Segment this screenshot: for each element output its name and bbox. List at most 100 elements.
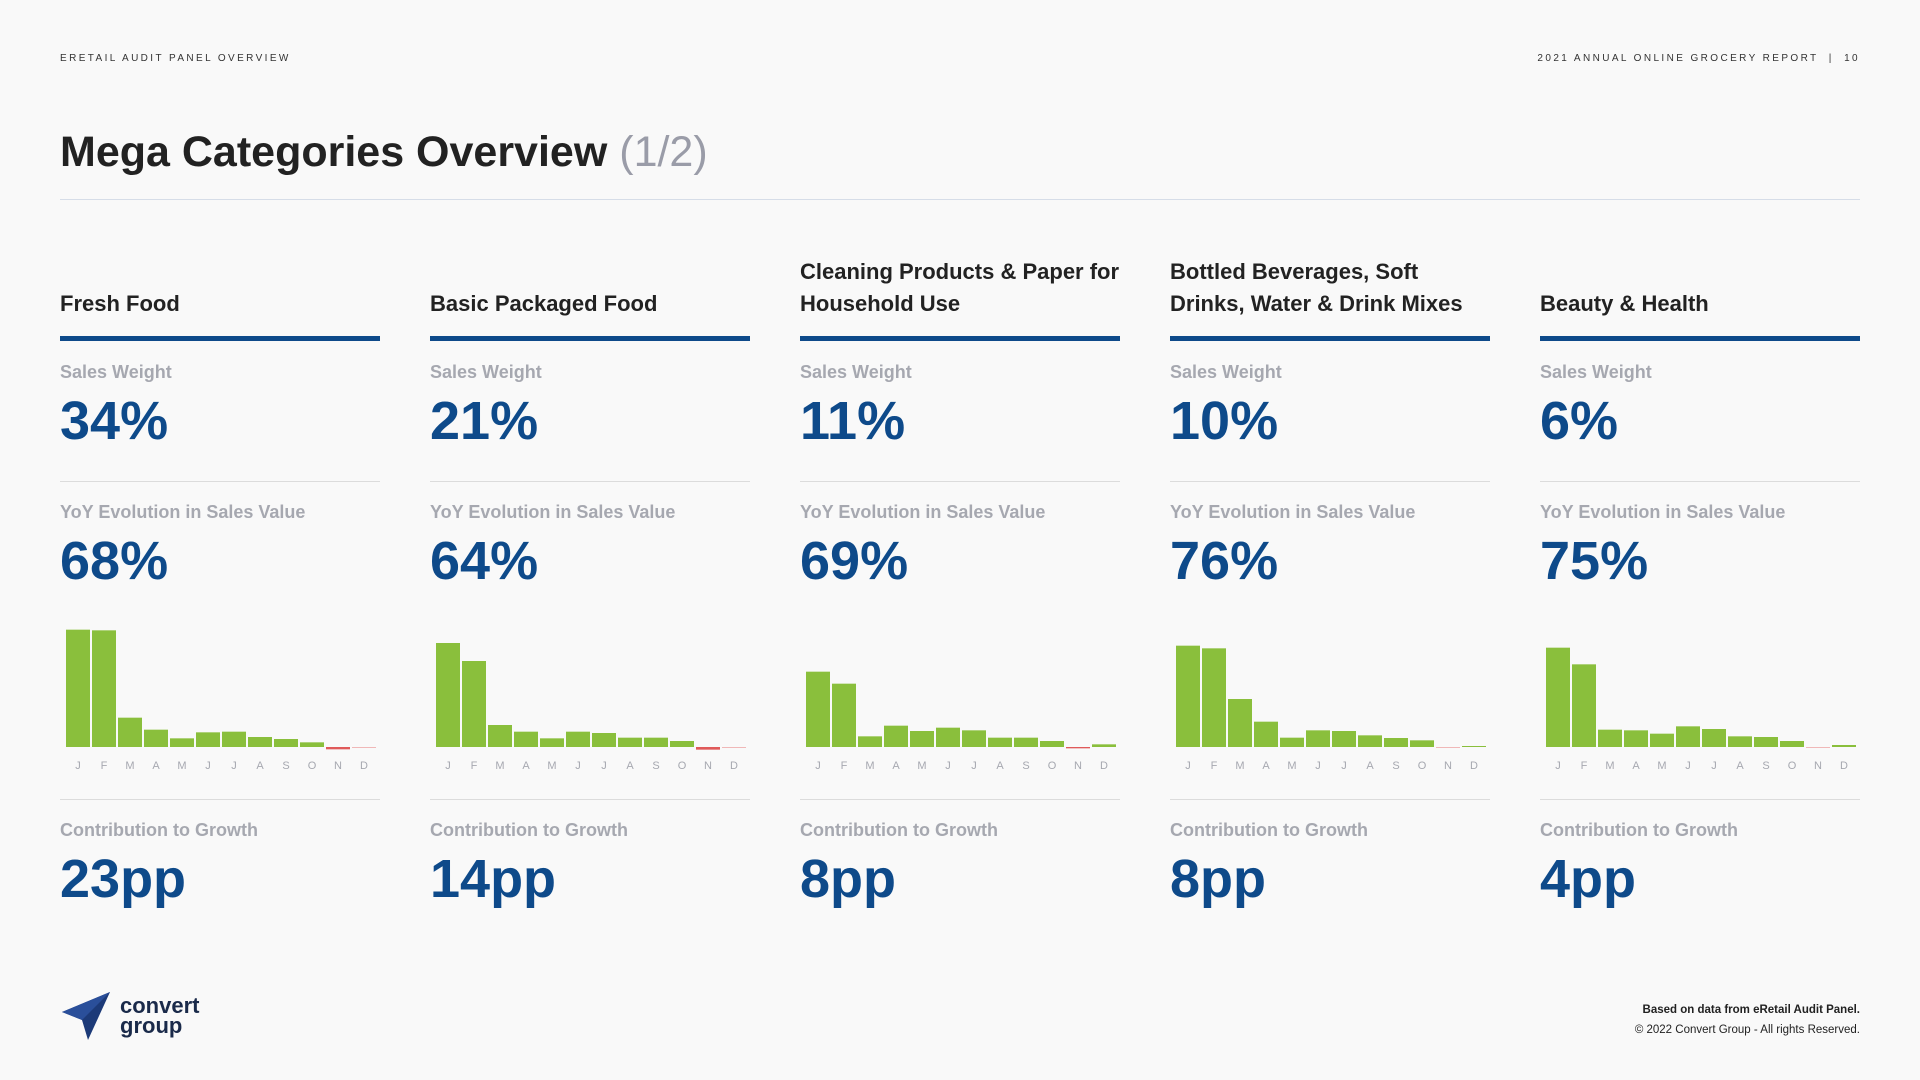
- contribution-label: Contribution to Growth: [60, 820, 258, 840]
- month-tick-label: J: [1185, 760, 1191, 770]
- month-tick-label: J: [1315, 760, 1321, 770]
- yoy-value: 68%: [60, 531, 169, 591]
- month-tick-label: M: [177, 760, 186, 770]
- contribution-label: Contribution to Growth: [1170, 820, 1368, 840]
- month-tick-label: D: [360, 760, 368, 770]
- chart-bar: [1546, 647, 1570, 747]
- contribution-label: Contribution to Growth: [430, 820, 628, 840]
- category-card: Beauty & Health Sales Weight 6% YoY Evol…: [1540, 250, 1860, 930]
- chart-bar: [936, 727, 960, 747]
- chart-bar: [1410, 740, 1434, 747]
- sales-weight-value: 6%: [1540, 391, 1619, 451]
- chart-bar: [858, 736, 882, 747]
- month-tick-label: S: [1392, 760, 1399, 770]
- chart-bar: [352, 747, 376, 748]
- month-tick-label: M: [1657, 760, 1666, 770]
- chart-bar: [566, 731, 590, 747]
- month-tick-label: M: [917, 760, 926, 770]
- chart-bar: [1014, 737, 1038, 747]
- chart-bar: [806, 671, 830, 747]
- chart-bar: [884, 725, 908, 747]
- month-tick-label: F: [841, 760, 848, 770]
- month-tick-label: O: [678, 760, 687, 770]
- chart-bar: [1092, 744, 1116, 747]
- chart-bar: [196, 732, 220, 747]
- month-tick-label: O: [1788, 760, 1797, 770]
- month-tick-label: J: [971, 760, 977, 770]
- chart-bar: [170, 738, 194, 747]
- month-tick-label: S: [282, 760, 289, 770]
- title-main: Mega Categories Overview: [60, 128, 608, 176]
- chart-bar: [514, 731, 538, 747]
- month-tick-label: N: [1814, 760, 1822, 770]
- month-tick-label: M: [125, 760, 134, 770]
- chart-bar: [832, 683, 856, 747]
- divider: [430, 481, 750, 482]
- month-tick-label: J: [575, 760, 581, 770]
- category-card: Basic Packaged Food Sales Weight 21% YoY…: [430, 250, 750, 930]
- chart-bar: [1228, 699, 1252, 747]
- month-tick-label: A: [256, 760, 264, 770]
- chart-bar: [1650, 733, 1674, 747]
- category-card: Bottled Beverages, Soft Drinks, Water & …: [1170, 250, 1490, 930]
- divider: [1170, 799, 1490, 800]
- chart-bar: [1254, 721, 1278, 747]
- chart-bar: [1332, 731, 1356, 747]
- yoy-value: 69%: [800, 531, 909, 591]
- chart-bar: [1754, 737, 1778, 747]
- divider: [1170, 481, 1490, 482]
- chart-bar: [326, 747, 350, 750]
- divider: [430, 799, 750, 800]
- chart-bar: [92, 630, 116, 747]
- chart-bar: [144, 729, 168, 747]
- chart-bar: [1202, 648, 1226, 747]
- chart-bar: [910, 731, 934, 747]
- chart-bar: [1358, 735, 1382, 747]
- chart-bar: [1832, 745, 1856, 747]
- chart-bar: [118, 717, 142, 747]
- divider: [800, 481, 1120, 482]
- month-tick-label: O: [1048, 760, 1057, 770]
- category-card: Fresh Food Sales Weight 34% YoY Evolutio…: [60, 250, 380, 930]
- month-tick-label: D: [730, 760, 738, 770]
- logo-text-1: convert: [120, 993, 200, 1018]
- chart-bar: [540, 738, 564, 747]
- sales-weight-value: 10%: [1170, 391, 1279, 451]
- month-tick-label: J: [945, 760, 951, 770]
- divider: [1540, 799, 1860, 800]
- sales-weight-label: Sales Weight: [1170, 362, 1282, 382]
- divider: [800, 799, 1120, 800]
- month-tick-label: S: [652, 760, 659, 770]
- yoy-label: YoY Evolution in Sales Value: [430, 502, 676, 522]
- month-tick-label: M: [1235, 760, 1244, 770]
- month-tick-label: O: [308, 760, 317, 770]
- chart-bar: [696, 747, 720, 750]
- chart-bar: [1676, 726, 1700, 747]
- logo-text-2: group: [120, 1013, 183, 1038]
- category-accent-bar: [1540, 336, 1860, 341]
- month-tick-label: N: [704, 760, 712, 770]
- chart-bar: [1624, 730, 1648, 747]
- month-tick-label: N: [1074, 760, 1082, 770]
- month-tick-label: J: [231, 760, 237, 770]
- section-label: ERETAIL AUDIT PANEL OVERVIEW: [60, 53, 291, 64]
- month-tick-label: A: [1632, 760, 1640, 770]
- month-tick-label: J: [815, 760, 821, 770]
- sales-weight-value: 11%: [800, 391, 906, 451]
- chart-bar: [1572, 664, 1596, 747]
- chart-bar: [1780, 741, 1804, 747]
- chart-bar: [644, 737, 668, 747]
- month-tick-label: M: [865, 760, 874, 770]
- month-tick-label: J: [1341, 760, 1347, 770]
- month-tick-label: F: [101, 760, 108, 770]
- month-tick-label: M: [1287, 760, 1296, 770]
- category-accent-bar: [800, 336, 1120, 341]
- month-tick-label: M: [1605, 760, 1614, 770]
- sales-weight-value: 21%: [430, 391, 539, 451]
- yoy-value: 64%: [430, 531, 539, 591]
- month-tick-label: A: [1736, 760, 1744, 770]
